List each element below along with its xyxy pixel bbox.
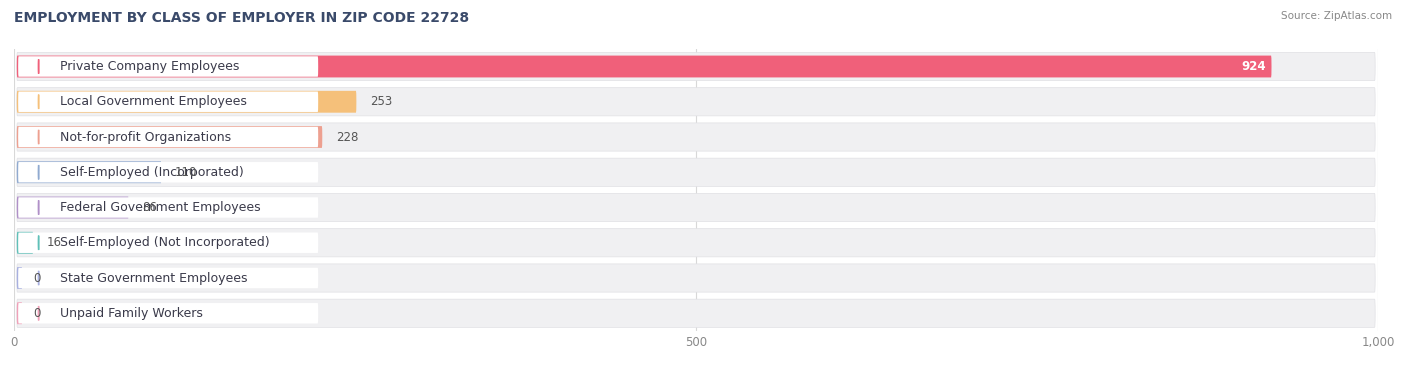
Text: 110: 110 — [174, 166, 197, 179]
FancyBboxPatch shape — [17, 88, 1375, 116]
Text: 86: 86 — [142, 201, 157, 214]
FancyBboxPatch shape — [17, 232, 34, 254]
Text: 16: 16 — [46, 236, 62, 249]
Text: 253: 253 — [370, 95, 392, 108]
Text: EMPLOYMENT BY CLASS OF EMPLOYER IN ZIP CODE 22728: EMPLOYMENT BY CLASS OF EMPLOYER IN ZIP C… — [14, 11, 470, 25]
FancyBboxPatch shape — [17, 123, 1375, 151]
Text: Not-for-profit Organizations: Not-for-profit Organizations — [60, 130, 232, 144]
Text: Private Company Employees: Private Company Employees — [60, 60, 240, 73]
FancyBboxPatch shape — [17, 126, 322, 148]
FancyBboxPatch shape — [18, 162, 318, 182]
Text: 228: 228 — [336, 130, 359, 144]
FancyBboxPatch shape — [17, 197, 128, 218]
FancyBboxPatch shape — [17, 302, 22, 324]
Text: Self-Employed (Incorporated): Self-Employed (Incorporated) — [60, 166, 245, 179]
FancyBboxPatch shape — [18, 303, 318, 323]
FancyBboxPatch shape — [17, 158, 1375, 186]
Text: Federal Government Employees: Federal Government Employees — [60, 201, 262, 214]
FancyBboxPatch shape — [17, 229, 1375, 257]
FancyBboxPatch shape — [18, 91, 318, 112]
Text: 0: 0 — [34, 271, 41, 285]
Text: Self-Employed (Not Incorporated): Self-Employed (Not Incorporated) — [60, 236, 270, 249]
Text: Unpaid Family Workers: Unpaid Family Workers — [60, 307, 204, 320]
FancyBboxPatch shape — [17, 299, 1375, 327]
FancyBboxPatch shape — [17, 264, 1375, 292]
FancyBboxPatch shape — [17, 52, 1375, 80]
FancyBboxPatch shape — [17, 56, 1271, 77]
FancyBboxPatch shape — [18, 197, 318, 218]
FancyBboxPatch shape — [17, 91, 356, 113]
FancyBboxPatch shape — [18, 268, 318, 288]
Text: 924: 924 — [1241, 60, 1265, 73]
FancyBboxPatch shape — [17, 267, 22, 289]
FancyBboxPatch shape — [18, 56, 318, 77]
FancyBboxPatch shape — [18, 232, 318, 253]
Text: Source: ZipAtlas.com: Source: ZipAtlas.com — [1281, 11, 1392, 21]
FancyBboxPatch shape — [17, 193, 1375, 221]
Text: 0: 0 — [34, 307, 41, 320]
Text: State Government Employees: State Government Employees — [60, 271, 247, 285]
FancyBboxPatch shape — [17, 161, 162, 183]
FancyBboxPatch shape — [18, 127, 318, 147]
Text: Local Government Employees: Local Government Employees — [60, 95, 247, 108]
